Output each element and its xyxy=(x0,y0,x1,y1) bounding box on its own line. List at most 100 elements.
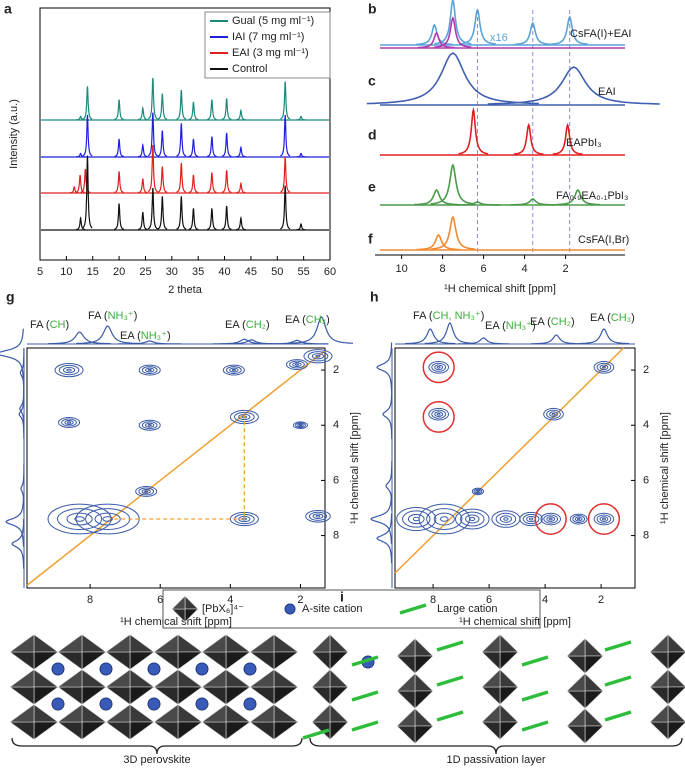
xrd-peak xyxy=(207,99,217,120)
nmr-peak xyxy=(513,122,544,155)
annotation-part: CH₃ xyxy=(611,312,631,324)
contour-ring xyxy=(428,361,449,374)
octahedron xyxy=(249,668,299,706)
nmr-peak xyxy=(434,0,472,45)
contour-ring xyxy=(543,514,559,524)
octahedron xyxy=(566,672,604,710)
large-cation xyxy=(351,720,379,732)
x-tick-label: 4 xyxy=(522,263,528,275)
contour-ring xyxy=(433,512,455,526)
octahedron-face xyxy=(311,651,331,671)
contour-ring xyxy=(297,423,304,428)
peak-annotation: FA (CH) xyxy=(30,319,69,331)
octahedron-face xyxy=(667,686,685,706)
contour-ring xyxy=(454,508,490,530)
contour-ring xyxy=(543,407,564,421)
contour-ring xyxy=(475,489,481,494)
contour-ring xyxy=(305,509,331,523)
contour-ring xyxy=(593,361,615,374)
contour-ring xyxy=(285,359,308,371)
xrd-peak xyxy=(176,89,187,120)
legend-label: [PbX₆]⁴⁻ xyxy=(202,603,244,615)
y-tick-label: 8 xyxy=(643,529,649,541)
nmr-peak xyxy=(418,31,455,49)
annotation-part: ) xyxy=(532,320,536,332)
a-site-cation xyxy=(147,662,161,676)
xrd-peak xyxy=(147,77,158,120)
large-cation xyxy=(521,690,549,702)
projection-peak xyxy=(20,463,25,514)
octahedron-face xyxy=(311,668,331,688)
annotation-part: FA ( xyxy=(30,319,50,331)
octahedron-face xyxy=(57,703,83,723)
annotation-part: EA ( xyxy=(485,320,506,332)
annotation-part: CH₃ xyxy=(306,314,326,326)
xrd-peak xyxy=(176,123,187,157)
contour-ring xyxy=(596,362,612,372)
series-label: CsFA(I,Br) xyxy=(578,234,629,246)
annotation-part: EA ( xyxy=(530,316,551,328)
x-tick-label: 8 xyxy=(87,594,93,606)
xrd-peak xyxy=(280,81,291,120)
octahedron-face xyxy=(9,721,35,741)
peak-annotation: EA (CH₃) xyxy=(590,312,635,324)
contour-ring xyxy=(601,365,606,369)
octahedron-face xyxy=(81,721,107,741)
contour-ring xyxy=(66,368,72,372)
highlight-circle xyxy=(534,503,567,535)
octahedron-face xyxy=(105,668,131,688)
nmr-peak xyxy=(551,15,589,45)
octahedron-face xyxy=(201,721,227,741)
octahedron-face xyxy=(177,633,203,653)
xrd-peak xyxy=(82,86,93,120)
nmr-peak xyxy=(458,107,489,155)
a-site-cation xyxy=(99,697,113,711)
octahedron-face xyxy=(499,668,519,688)
contour-ring xyxy=(436,412,441,416)
contour-ring xyxy=(572,515,586,524)
annotation-part: ) xyxy=(326,314,330,326)
octahedron xyxy=(105,633,155,671)
projection-peak xyxy=(11,519,25,569)
x-tick-label: 40 xyxy=(218,266,230,278)
octahedron-face xyxy=(329,686,349,706)
contour-ring xyxy=(74,516,85,522)
octahedron-face xyxy=(249,633,275,653)
projection-peak xyxy=(265,339,329,345)
region-label: 3D perovskite xyxy=(123,754,190,766)
contour-ring xyxy=(144,490,149,493)
xrd-peak xyxy=(157,93,168,120)
contour-ring xyxy=(308,511,328,521)
annotation: x16 xyxy=(490,32,508,44)
contour-ring xyxy=(396,506,437,532)
nmr-peak xyxy=(366,52,539,105)
octahedron-face xyxy=(105,633,131,653)
contour-ring xyxy=(225,366,242,375)
xrd-peak xyxy=(82,155,93,229)
nmr-peak xyxy=(555,188,600,206)
octahedron-face xyxy=(329,651,349,671)
octahedron-face xyxy=(153,703,179,723)
peak-annotation: FA (CH, NH₃⁺) xyxy=(413,310,484,322)
a-site-cation xyxy=(51,697,65,711)
annotation-part: EA ( xyxy=(120,330,141,342)
xrd-peak xyxy=(207,136,217,157)
contour-ring xyxy=(147,423,152,427)
contour-ring xyxy=(62,366,76,374)
octahedron-face xyxy=(311,686,331,706)
octahedron xyxy=(249,633,299,671)
contour-ring xyxy=(295,422,306,429)
large-cation xyxy=(604,675,632,687)
octahedron-face xyxy=(273,721,299,741)
octahedron-face xyxy=(129,721,155,741)
xrd-peak xyxy=(137,178,148,194)
octahedron-face xyxy=(584,725,604,745)
peak-annotation: EA (NH₃⁺) xyxy=(485,320,536,332)
octahedron-face xyxy=(225,633,251,653)
annotation-part: ) xyxy=(266,319,270,331)
octahedron-face xyxy=(33,721,59,741)
octahedron-face xyxy=(311,703,331,723)
octahedron-face xyxy=(273,686,299,706)
octahedron-face xyxy=(667,633,685,653)
x-tick-label: 8 xyxy=(440,263,446,275)
